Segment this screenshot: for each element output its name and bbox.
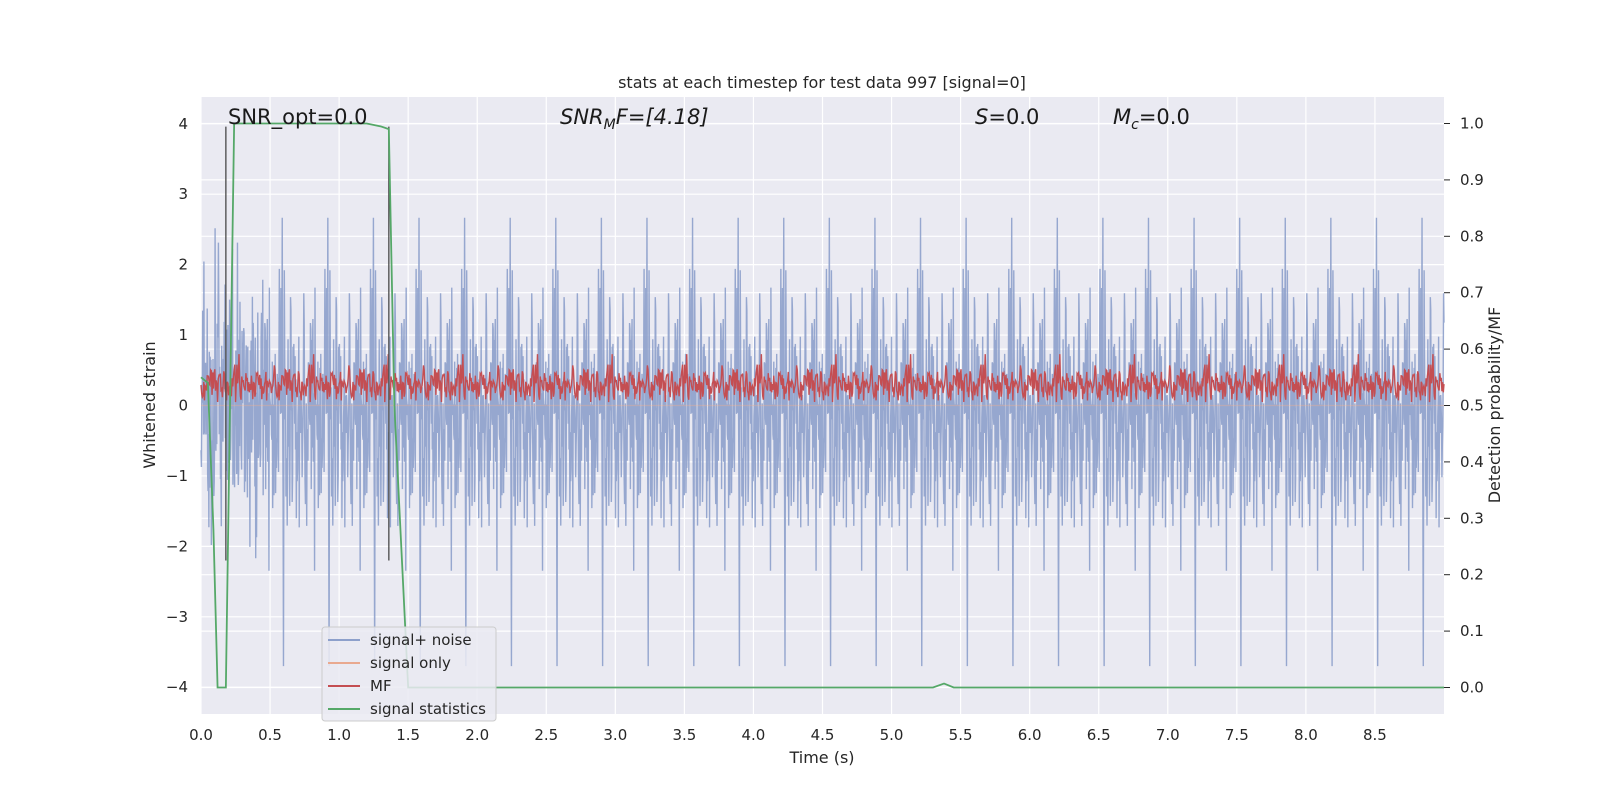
y-right-tick-label: 0.7 <box>1460 284 1484 302</box>
legend-label-signal-statistics: signal statistics <box>370 700 486 718</box>
legend-label-mf: MF <box>370 677 392 695</box>
y-tick-label: −1 <box>166 467 188 485</box>
signal-statistics-line <box>200 122 1444 689</box>
y-right-axis-ticks: 1.0 0.9 0.8 0.7 0.6 0.5 0.4 0.3 0.2 0.1 0.0 <box>1444 115 1484 696</box>
y-right-tick-label: 0.6 <box>1460 340 1484 358</box>
y-tick-label: −4 <box>166 678 188 696</box>
y-tick-label: −3 <box>166 608 188 626</box>
y-axis-label: Whitened strain <box>140 341 159 468</box>
y-tick-label: 1 <box>178 326 188 344</box>
y-right-tick-label: 0.4 <box>1460 453 1484 471</box>
annotation-mc-main: M <box>1113 105 1131 129</box>
series-signal-statistics <box>200 122 1444 689</box>
y-right-axis-label: Detection probability/MF <box>1485 307 1504 504</box>
series-vertical-markers <box>225 126 390 561</box>
x-axis-ticks: 0.0 0.5 1.0 1.5 2.0 2.5 3.0 3.5 4.0 4.5 5.0 5.5 6.0 6… <box>189 726 1387 744</box>
annotation-snr-mf-rest: F=[4.18] <box>616 105 709 129</box>
y-tick-label: 3 <box>178 185 188 203</box>
annotation-s-rest: =0.0 <box>988 105 1039 129</box>
y-axis-ticks: 4 3 2 1 0 −1 −2 −3 −4 <box>166 115 188 696</box>
annotation-snr-mf-main: SNR <box>560 105 604 129</box>
x-tick-label: 2.5 <box>534 726 558 744</box>
signal-plus-noise-line <box>200 217 1445 667</box>
legend-label-signal-plus-noise: signal+ noise <box>370 631 472 649</box>
x-tick-label: 2.0 <box>465 726 489 744</box>
x-axis-label: Time (s) <box>788 748 854 767</box>
x-tick-label: 6.5 <box>1087 726 1111 744</box>
x-tick-label: 0.0 <box>189 726 213 744</box>
chart-title: stats at each timestep for test data 997… <box>618 73 1026 92</box>
annotation-mc-sub: c <box>1131 117 1139 133</box>
y-tick-label: 2 <box>178 256 188 274</box>
y-tick-label: −2 <box>166 537 188 555</box>
y-right-tick-label: 0.1 <box>1460 622 1484 640</box>
annotation-s: S=0.0 <box>975 105 1039 129</box>
series-mf <box>200 354 1445 403</box>
x-tick-label: 3.5 <box>672 726 696 744</box>
y-right-tick-label: 0.5 <box>1460 397 1484 415</box>
x-tick-label: 7.5 <box>1225 726 1249 744</box>
x-tick-label: 5.5 <box>949 726 973 744</box>
legend: signal+ noise signal only MF signal stat… <box>321 626 497 722</box>
annotation-mc: Mc=0.0 <box>1113 105 1190 133</box>
y-tick-label: 4 <box>178 115 188 133</box>
y-right-tick-label: 0.9 <box>1460 171 1484 189</box>
y-tick-label: 0 <box>178 397 188 415</box>
y-right-tick-label: 1.0 <box>1460 115 1484 133</box>
x-tick-label: 1.5 <box>396 726 420 744</box>
y-right-tick-label: 0.2 <box>1460 566 1484 584</box>
x-tick-label: 5.0 <box>880 726 904 744</box>
x-tick-label: 8.5 <box>1363 726 1387 744</box>
y-right-tick-label: 0.0 <box>1460 678 1484 696</box>
y-right-tick-label: 0.3 <box>1460 509 1484 527</box>
x-tick-label: 4.5 <box>811 726 835 744</box>
series-signal-plus-noise <box>200 217 1445 667</box>
x-tick-label: 1.0 <box>327 726 351 744</box>
annotation-snr-mf: SNRMF=[4.18] <box>560 105 709 133</box>
annotation-snr-mf-sub: M <box>604 117 616 133</box>
x-tick-label: 8.0 <box>1294 726 1318 744</box>
x-tick-label: 6.0 <box>1018 726 1042 744</box>
x-tick-label: 4.0 <box>742 726 766 744</box>
mf-line <box>200 354 1445 403</box>
y-right-tick-label: 0.8 <box>1460 227 1484 245</box>
annotation-s-main: S <box>975 105 988 129</box>
legend-box <box>321 626 497 722</box>
legend-label-signal-only: signal only <box>370 654 451 672</box>
annotation-snr-opt: SNR_opt=0.0 <box>228 105 368 130</box>
annotation-mc-rest: =0.0 <box>1139 105 1190 129</box>
x-tick-label: 3.0 <box>603 726 627 744</box>
x-tick-label: 7.0 <box>1156 726 1180 744</box>
x-tick-label: 0.5 <box>258 726 282 744</box>
